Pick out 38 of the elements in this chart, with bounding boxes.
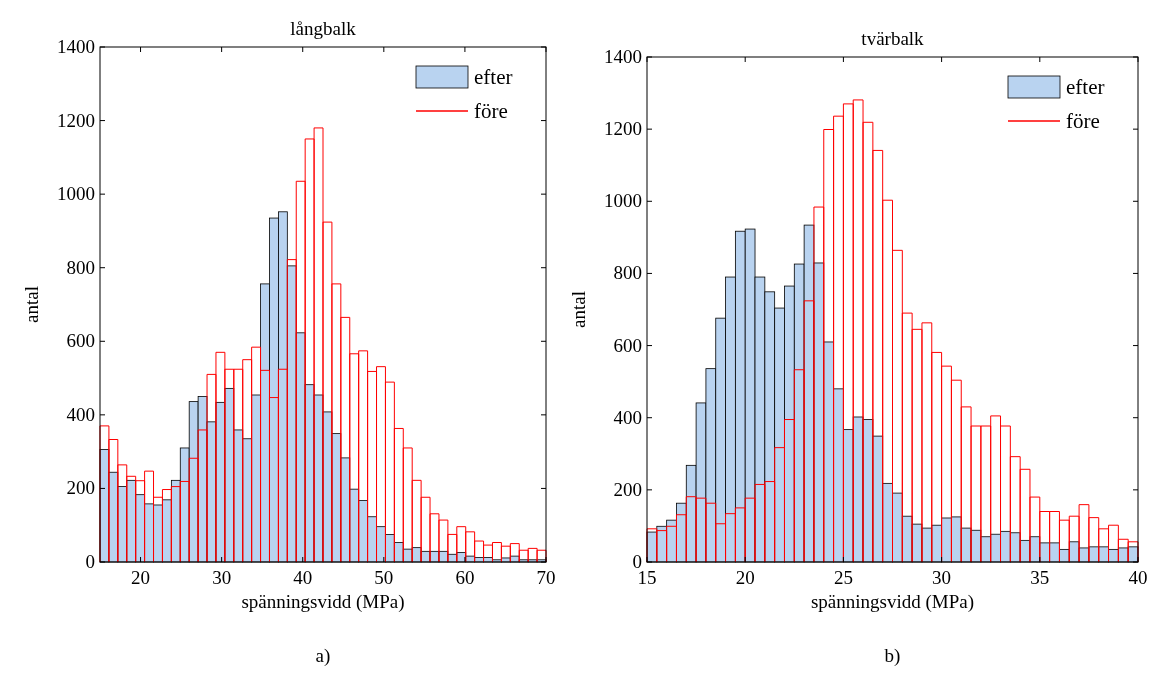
y-tick-label: 1000: [604, 190, 642, 212]
y-tick-label: 1000: [57, 183, 95, 205]
y-axis-title: antal: [21, 286, 42, 323]
x-tick-label: 50: [374, 567, 394, 588]
text: a): [315, 645, 331, 667]
x-tick-label: 40: [293, 567, 313, 588]
legend-label: före: [474, 99, 508, 123]
legend-label: efter: [1066, 75, 1105, 99]
y-tick-label: 1200: [604, 118, 642, 140]
x-tick-label: 20: [131, 567, 151, 588]
y-tick-label: 0: [85, 551, 95, 572]
y-tick-label: 1400: [604, 46, 642, 67]
text: b): [884, 645, 901, 667]
y-tick-label: 1400: [57, 36, 95, 57]
y-tick-label: 400: [613, 406, 642, 428]
x-tick-label: 70: [536, 567, 556, 588]
chart-title: tvärbalk: [861, 28, 925, 49]
y-tick-label: 1200: [57, 109, 95, 131]
legend-label: efter: [474, 65, 513, 89]
y-tick-label: 600: [66, 330, 95, 352]
y-tick-label: 200: [613, 478, 642, 500]
y-axis-title: antal: [568, 291, 589, 328]
y-tick-label: 800: [613, 262, 642, 284]
x-axis-title: spänningsvidd (MPa): [241, 591, 405, 613]
legend-label: före: [1066, 109, 1100, 133]
y-tick-label: 400: [66, 403, 95, 425]
y-tick-label: 800: [66, 256, 95, 278]
x-tick-label: 35: [1030, 567, 1050, 588]
x-tick-label: 20: [735, 567, 755, 588]
chart-title: långbalk: [290, 18, 357, 39]
x-tick-label: 25: [833, 567, 853, 588]
x-tick-label: 30: [212, 567, 232, 588]
y-tick-label: 600: [613, 334, 642, 356]
x-axis-title: spänningsvidd (MPa): [810, 591, 975, 613]
x-tick-label: 40: [1128, 567, 1148, 588]
x-tick-label: 60: [455, 567, 475, 588]
y-tick-label: 200: [66, 477, 95, 499]
x-tick-label: 30: [932, 567, 952, 588]
